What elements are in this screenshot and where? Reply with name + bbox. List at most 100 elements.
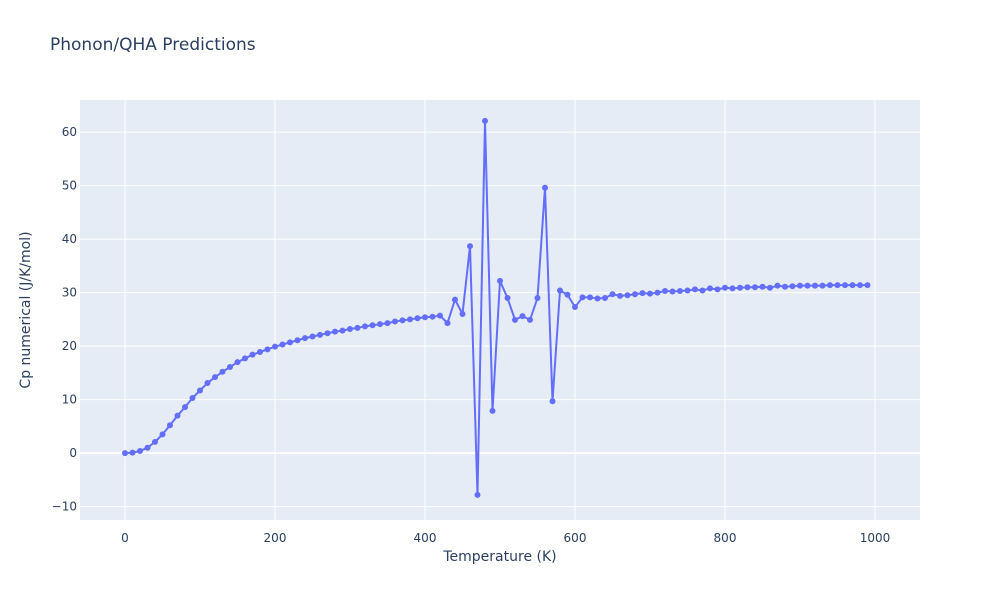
data-point[interactable] <box>384 320 391 327</box>
data-point[interactable] <box>662 288 668 295</box>
data-point[interactable] <box>624 292 631 299</box>
data-point[interactable] <box>564 291 571 298</box>
data-point[interactable] <box>182 404 188 411</box>
data-point[interactable] <box>684 287 691 294</box>
data-point[interactable] <box>519 313 526 320</box>
data-point[interactable] <box>549 398 556 405</box>
data-point[interactable] <box>137 447 143 454</box>
data-point[interactable] <box>339 327 346 334</box>
data-point[interactable] <box>234 359 241 366</box>
data-point[interactable] <box>669 288 676 295</box>
data-point[interactable] <box>332 328 338 335</box>
data-point[interactable] <box>534 294 541 301</box>
data-point[interactable] <box>572 304 578 311</box>
data-point[interactable] <box>579 294 586 301</box>
data-point[interactable] <box>827 282 833 289</box>
data-point[interactable] <box>324 330 331 337</box>
data-point[interactable] <box>317 331 323 338</box>
data-point[interactable] <box>714 286 721 293</box>
data-point[interactable] <box>812 282 818 289</box>
data-point[interactable] <box>167 422 173 429</box>
data-point[interactable] <box>302 335 308 342</box>
data-point[interactable] <box>129 449 136 456</box>
data-point[interactable] <box>789 283 796 290</box>
data-point[interactable] <box>542 184 548 191</box>
data-point[interactable] <box>212 374 218 381</box>
data-point[interactable] <box>287 339 293 346</box>
data-point[interactable] <box>512 316 518 323</box>
data-point[interactable] <box>834 282 841 289</box>
data-point[interactable] <box>272 343 278 350</box>
data-point[interactable] <box>707 285 713 292</box>
data-point[interactable] <box>204 380 211 387</box>
data-point[interactable] <box>264 346 271 353</box>
data-point[interactable] <box>459 311 466 318</box>
data-point[interactable] <box>294 337 301 344</box>
data-point[interactable] <box>422 314 428 321</box>
data-point[interactable] <box>849 282 856 289</box>
data-point[interactable] <box>759 283 766 290</box>
data-point[interactable] <box>617 292 623 299</box>
data-point[interactable] <box>489 407 496 414</box>
data-point[interactable] <box>219 368 226 375</box>
data-point[interactable] <box>632 291 638 298</box>
data-point[interactable] <box>174 412 181 419</box>
data-point[interactable] <box>354 324 361 331</box>
data-point[interactable] <box>407 316 413 323</box>
data-point[interactable] <box>474 491 481 498</box>
data-point[interactable] <box>857 282 863 289</box>
data-point[interactable] <box>587 294 593 301</box>
data-point[interactable] <box>347 325 353 332</box>
data-point[interactable] <box>797 282 803 289</box>
data-point[interactable] <box>159 431 166 438</box>
data-point[interactable] <box>437 312 443 319</box>
data-point[interactable] <box>399 317 406 324</box>
data-point[interactable] <box>842 282 848 289</box>
data-point[interactable] <box>122 450 128 457</box>
data-point[interactable] <box>444 320 451 327</box>
data-point[interactable] <box>309 333 316 340</box>
data-point[interactable] <box>197 387 203 394</box>
data-point[interactable] <box>647 290 653 297</box>
data-point[interactable] <box>774 282 781 289</box>
data-point[interactable] <box>392 318 398 325</box>
data-point[interactable] <box>594 295 601 302</box>
data-point[interactable] <box>257 349 263 355</box>
data-point[interactable] <box>819 282 826 289</box>
data-point[interactable] <box>602 294 608 301</box>
data-point[interactable] <box>782 283 788 290</box>
data-point[interactable] <box>414 315 421 322</box>
data-point[interactable] <box>527 316 533 323</box>
data-point[interactable] <box>482 117 488 124</box>
data-point[interactable] <box>557 287 563 294</box>
data-point[interactable] <box>242 355 248 362</box>
data-point[interactable] <box>497 277 503 284</box>
data-point[interactable] <box>744 284 751 291</box>
data-point[interactable] <box>227 363 233 370</box>
data-point[interactable] <box>864 282 871 289</box>
data-point[interactable] <box>692 286 698 293</box>
data-point[interactable] <box>752 284 758 291</box>
data-point[interactable] <box>279 341 286 348</box>
data-point[interactable] <box>249 351 256 358</box>
data-point[interactable] <box>504 294 511 301</box>
data-point[interactable] <box>699 287 706 294</box>
data-point[interactable] <box>722 284 728 291</box>
data-point[interactable] <box>429 313 436 320</box>
data-point[interactable] <box>804 282 811 289</box>
data-point[interactable] <box>189 395 196 402</box>
data-point[interactable] <box>369 322 376 329</box>
data-point[interactable] <box>737 284 743 291</box>
data-point[interactable] <box>467 243 473 250</box>
data-point[interactable] <box>729 285 736 292</box>
data-point[interactable] <box>677 288 683 295</box>
data-point[interactable] <box>144 444 151 451</box>
data-point[interactable] <box>377 321 383 328</box>
data-point[interactable] <box>654 289 661 296</box>
data-point[interactable] <box>767 284 773 291</box>
data-point[interactable] <box>452 296 458 303</box>
data-point[interactable] <box>362 323 368 330</box>
data-point[interactable] <box>639 290 646 297</box>
data-point[interactable] <box>152 438 158 445</box>
data-point[interactable] <box>609 291 616 298</box>
